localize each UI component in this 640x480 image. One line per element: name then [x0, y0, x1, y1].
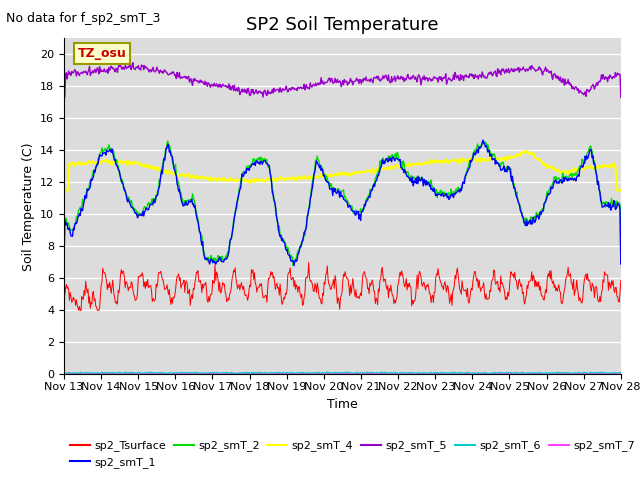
sp2_smT_2 — [428, 177, 435, 183]
sp2_smT_5 — [127, 67, 135, 72]
sp2_Tsurface — [428, 294, 436, 300]
sp2_smT_6 — [185, 370, 193, 375]
sp2_smT_1 — [70, 227, 78, 233]
sp2_smT_2 — [70, 224, 78, 229]
sp2_smT_7 — [617, 371, 625, 377]
sp2_smT_6 — [96, 371, 104, 377]
sp2_smT_5 — [411, 76, 419, 82]
sp2_Tsurface — [60, 289, 68, 295]
sp2_smT_5 — [617, 95, 625, 100]
sp2_smT_1 — [127, 204, 135, 210]
sp2_smT_6 — [428, 370, 436, 375]
sp2_smT_1 — [60, 263, 68, 268]
sp2_smT_5 — [428, 78, 435, 84]
sp2_Tsurface — [128, 280, 136, 286]
sp2_Tsurface — [305, 260, 312, 265]
sp2_Tsurface — [70, 297, 78, 302]
sp2_smT_4 — [184, 174, 192, 180]
sp2_smT_1 — [214, 258, 221, 264]
sp2_smT_5 — [60, 95, 68, 100]
sp2_smT_6 — [70, 370, 78, 376]
Line: sp2_smT_7: sp2_smT_7 — [64, 372, 621, 374]
sp2_smT_2 — [164, 138, 172, 144]
sp2_Tsurface — [617, 277, 625, 283]
sp2_Tsurface — [75, 308, 83, 313]
sp2_smT_4 — [70, 163, 78, 169]
sp2_smT_7 — [412, 371, 419, 377]
sp2_smT_2 — [411, 176, 419, 181]
Line: sp2_Tsurface: sp2_Tsurface — [64, 263, 621, 311]
sp2_smT_6 — [60, 370, 68, 375]
sp2_smT_6 — [617, 370, 625, 375]
sp2_smT_6 — [412, 370, 419, 376]
sp2_smT_1 — [479, 137, 487, 143]
sp2_smT_2 — [214, 252, 222, 258]
sp2_smT_5 — [129, 60, 137, 66]
sp2_smT_6 — [214, 370, 222, 375]
sp2_smT_6 — [128, 370, 136, 375]
sp2_smT_2 — [60, 263, 68, 268]
sp2_smT_2 — [617, 259, 625, 265]
sp2_smT_2 — [127, 198, 135, 204]
Y-axis label: Soil Temperature (C): Soil Temperature (C) — [22, 142, 35, 271]
Line: sp2_smT_4: sp2_smT_4 — [64, 151, 621, 191]
sp2_smT_6 — [343, 369, 351, 374]
sp2_Tsurface — [412, 294, 419, 300]
sp2_smT_1 — [617, 261, 625, 267]
sp2_smT_4 — [617, 188, 625, 193]
X-axis label: Time: Time — [327, 397, 358, 410]
sp2_smT_7 — [260, 372, 268, 377]
sp2_smT_7 — [127, 371, 135, 376]
Line: sp2_smT_1: sp2_smT_1 — [64, 140, 621, 265]
sp2_Tsurface — [185, 289, 193, 295]
sp2_smT_7 — [428, 371, 436, 377]
Text: No data for f_sp2_smT_3: No data for f_sp2_smT_3 — [6, 12, 161, 25]
sp2_smT_4 — [426, 157, 434, 163]
sp2_smT_4 — [127, 160, 135, 166]
sp2_smT_4 — [214, 178, 221, 184]
sp2_Tsurface — [214, 278, 222, 284]
sp2_smT_5 — [70, 68, 78, 74]
Text: TZ_osu: TZ_osu — [78, 47, 127, 60]
sp2_smT_2 — [185, 197, 193, 203]
sp2_smT_1 — [426, 182, 434, 188]
sp2_smT_1 — [410, 178, 418, 184]
sp2_smT_7 — [60, 371, 68, 377]
Legend: sp2_Tsurface, sp2_smT_1, sp2_smT_2, sp2_smT_4, sp2_smT_5, sp2_smT_6, sp2_smT_7: sp2_Tsurface, sp2_smT_1, sp2_smT_2, sp2_… — [70, 441, 635, 468]
sp2_smT_5 — [214, 84, 222, 90]
sp2_smT_1 — [184, 202, 192, 207]
sp2_smT_5 — [185, 73, 193, 79]
sp2_smT_7 — [70, 371, 78, 376]
Title: SP2 Soil Temperature: SP2 Soil Temperature — [246, 16, 438, 34]
sp2_smT_7 — [159, 370, 166, 375]
Line: sp2_smT_6: sp2_smT_6 — [64, 372, 621, 374]
sp2_smT_7 — [185, 371, 193, 377]
Line: sp2_smT_2: sp2_smT_2 — [64, 141, 621, 265]
Line: sp2_smT_5: sp2_smT_5 — [64, 63, 621, 97]
sp2_smT_4 — [410, 162, 418, 168]
sp2_smT_4 — [60, 188, 68, 193]
sp2_smT_4 — [524, 148, 531, 154]
sp2_smT_7 — [214, 371, 222, 376]
